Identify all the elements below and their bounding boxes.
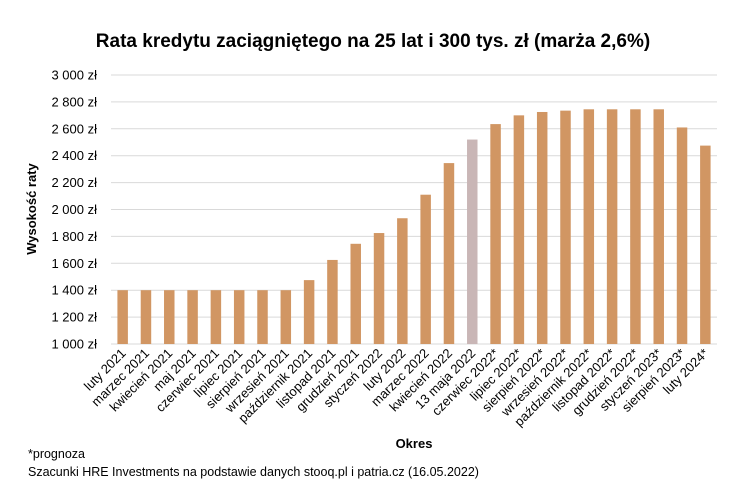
chart-title: Rata kredytu zaciągniętego na 25 lat i 3… bbox=[96, 31, 650, 52]
bar bbox=[280, 290, 292, 344]
y-tick-label: 1 800 zł bbox=[51, 229, 97, 244]
bar bbox=[303, 280, 315, 344]
y-tick-label: 2 400 zł bbox=[51, 148, 97, 163]
bar bbox=[420, 194, 431, 344]
forecast-note: *prognoza bbox=[28, 447, 85, 461]
bar bbox=[233, 290, 245, 344]
bar bbox=[583, 109, 595, 344]
bar bbox=[513, 115, 525, 344]
bar bbox=[397, 218, 408, 344]
bar bbox=[467, 139, 478, 344]
bar bbox=[653, 109, 664, 344]
bar bbox=[140, 290, 152, 344]
y-axis-title: Wysokość raty bbox=[24, 162, 39, 254]
bar bbox=[560, 110, 571, 344]
y-tick-label: 1 600 zł bbox=[51, 256, 97, 271]
y-tick-label: 2 000 zł bbox=[51, 202, 97, 217]
y-tick-label: 3 000 zł bbox=[51, 68, 97, 83]
bar bbox=[117, 290, 128, 344]
bars bbox=[117, 109, 711, 344]
bar bbox=[257, 290, 268, 344]
gridlines bbox=[111, 74, 717, 345]
y-tick-label: 2 800 zł bbox=[51, 94, 97, 109]
y-tick-label: 2 200 zł bbox=[51, 175, 97, 190]
bar bbox=[700, 145, 711, 344]
y-tick-label: 1 400 zł bbox=[51, 283, 97, 298]
bar bbox=[536, 111, 548, 344]
bar bbox=[187, 290, 198, 344]
bar bbox=[443, 163, 455, 344]
bar bbox=[327, 259, 338, 344]
bar bbox=[350, 243, 361, 344]
bar bbox=[490, 124, 501, 344]
bar bbox=[606, 109, 618, 344]
x-axis-title: Okres bbox=[396, 436, 433, 451]
y-tick-label: 1 000 zł bbox=[51, 337, 97, 352]
y-tick-label: 1 200 zł bbox=[51, 310, 97, 325]
y-tick-label: 2 600 zł bbox=[51, 121, 97, 136]
bar bbox=[210, 290, 222, 344]
source-note: Szacunki HRE Investments na podstawie da… bbox=[28, 465, 479, 479]
bar bbox=[373, 233, 385, 344]
bar bbox=[676, 127, 688, 344]
bar bbox=[630, 109, 641, 344]
y-axis-ticks: 1 000 zł 1 200 zł 1 400 zł 1 600 zł 1 800 zł… bbox=[51, 68, 97, 352]
bar bbox=[164, 290, 175, 344]
